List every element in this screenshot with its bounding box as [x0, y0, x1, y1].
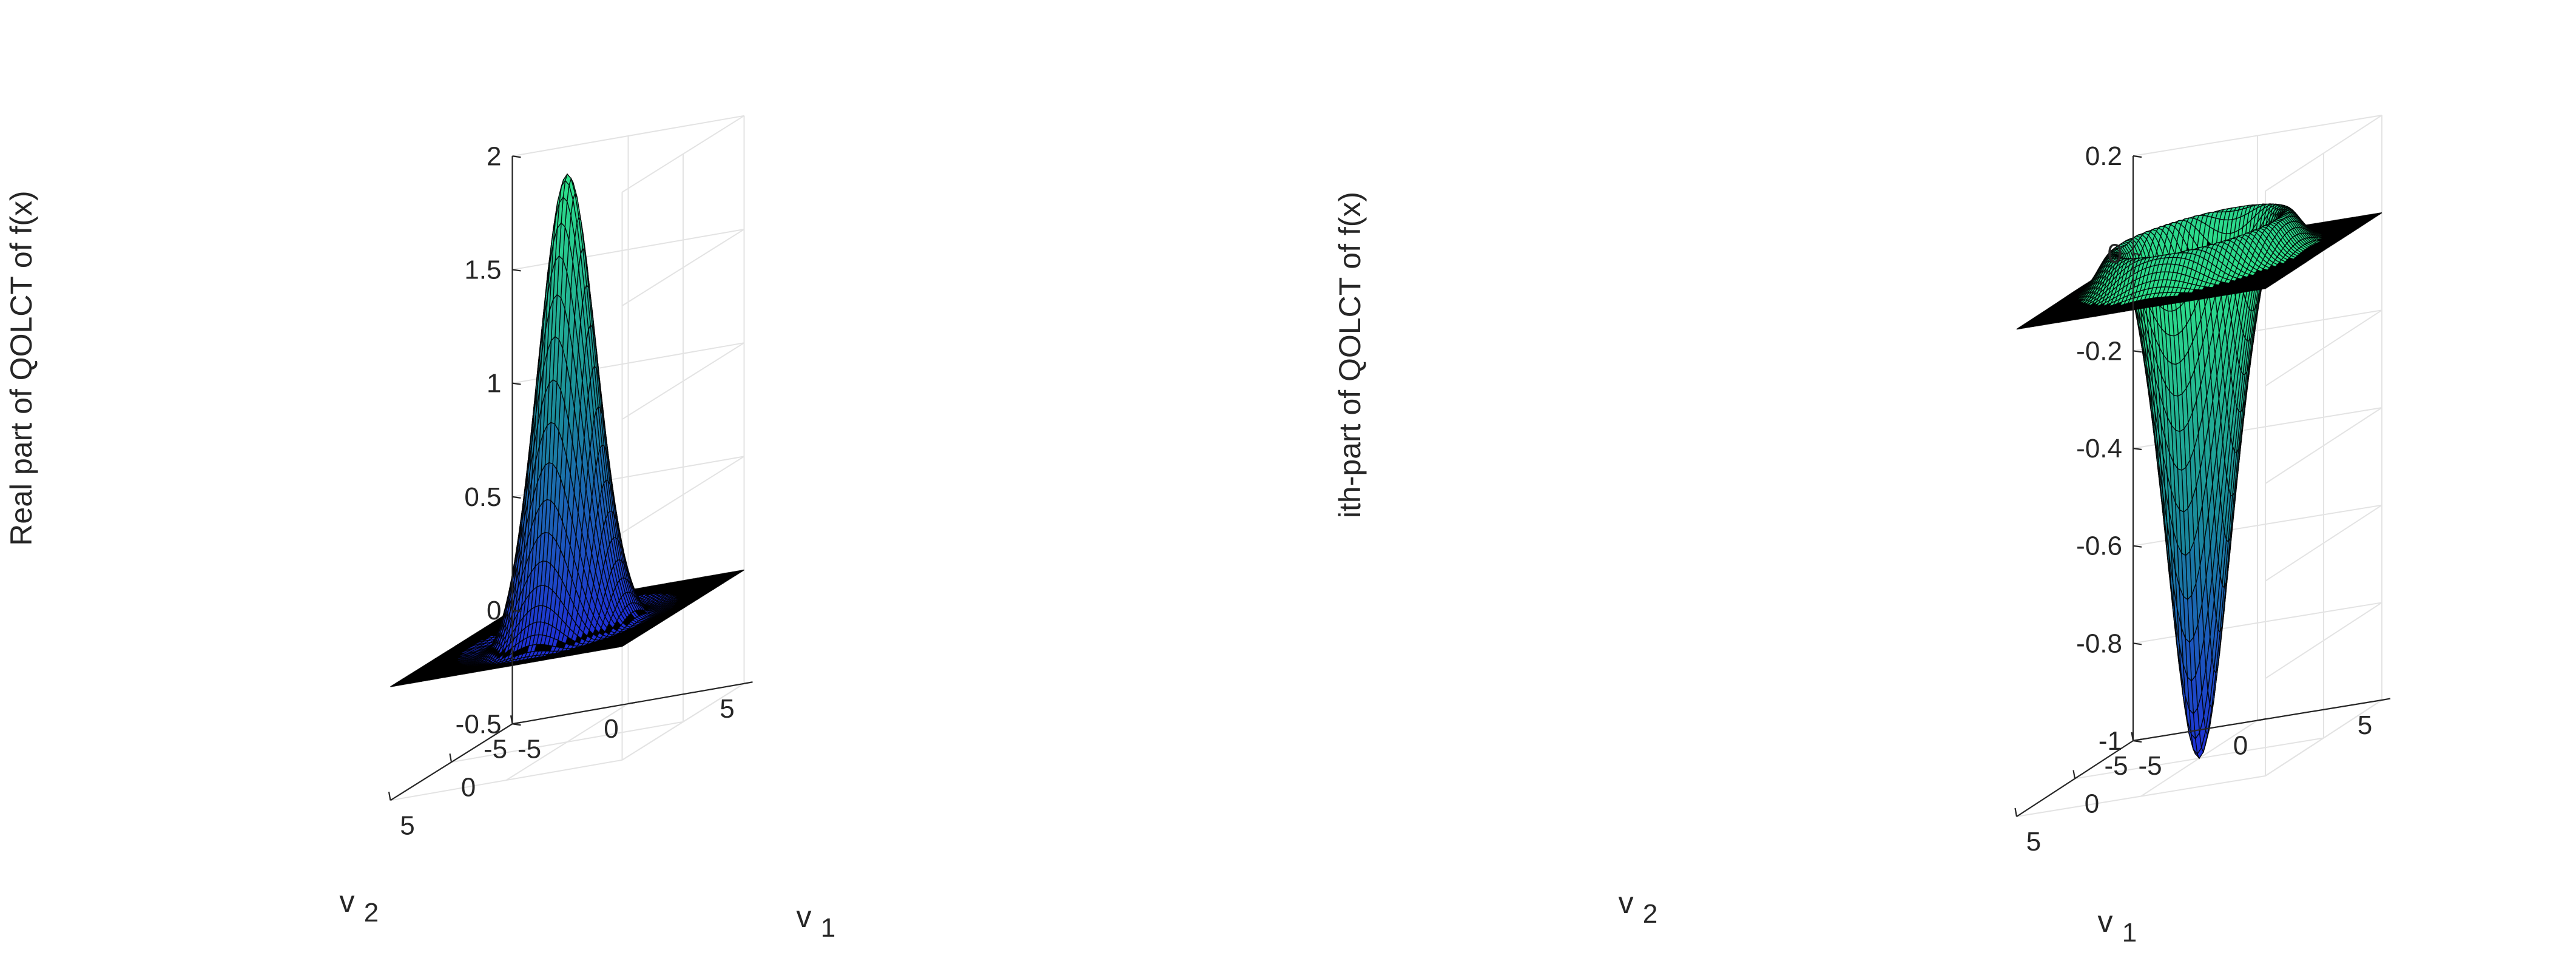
grid-line: [621, 456, 745, 534]
grid-line: [390, 759, 622, 801]
y-tick: [744, 681, 753, 684]
grid-line: [505, 703, 629, 781]
y-tick-label: -5: [484, 734, 507, 764]
x-tick: [388, 792, 391, 801]
y-tick-label: 5: [720, 694, 734, 724]
y-tick: [628, 701, 637, 705]
y-tick-label: 0: [604, 714, 618, 744]
z-tick-label: 0.5: [464, 482, 501, 512]
z-tick-label: 0: [487, 596, 501, 625]
grid-line: [621, 342, 745, 420]
surface: [390, 173, 744, 687]
surface-patch: [390, 684, 397, 687]
z-tick: [512, 496, 521, 499]
x-axis-label-subscript: 1: [821, 913, 835, 943]
y-axis-label: v: [340, 884, 355, 918]
x-tick: [449, 753, 453, 763]
x-tick-label: -5: [518, 734, 541, 764]
x-tick-label: 0: [461, 772, 476, 802]
z-tick-label: 2: [487, 141, 501, 171]
grid-line: [512, 115, 744, 157]
z-tick-label: 1.5: [464, 255, 501, 285]
z-tick-label: 1: [487, 369, 501, 399]
x-tick-label: 5: [400, 810, 414, 840]
z-axis-label: Real part of QOLCT of f(x): [4, 190, 38, 545]
surface: [2016, 203, 2382, 760]
y-axis-label-subscript: 2: [364, 898, 379, 928]
z-tick: [512, 382, 521, 385]
z-tick: [512, 269, 521, 272]
grid-line: [621, 115, 745, 193]
x-axis-label: v: [797, 900, 812, 934]
y-tick: [512, 721, 521, 725]
z-tick: [512, 155, 521, 158]
grid-line: [621, 229, 745, 306]
grid-line: [621, 682, 745, 761]
